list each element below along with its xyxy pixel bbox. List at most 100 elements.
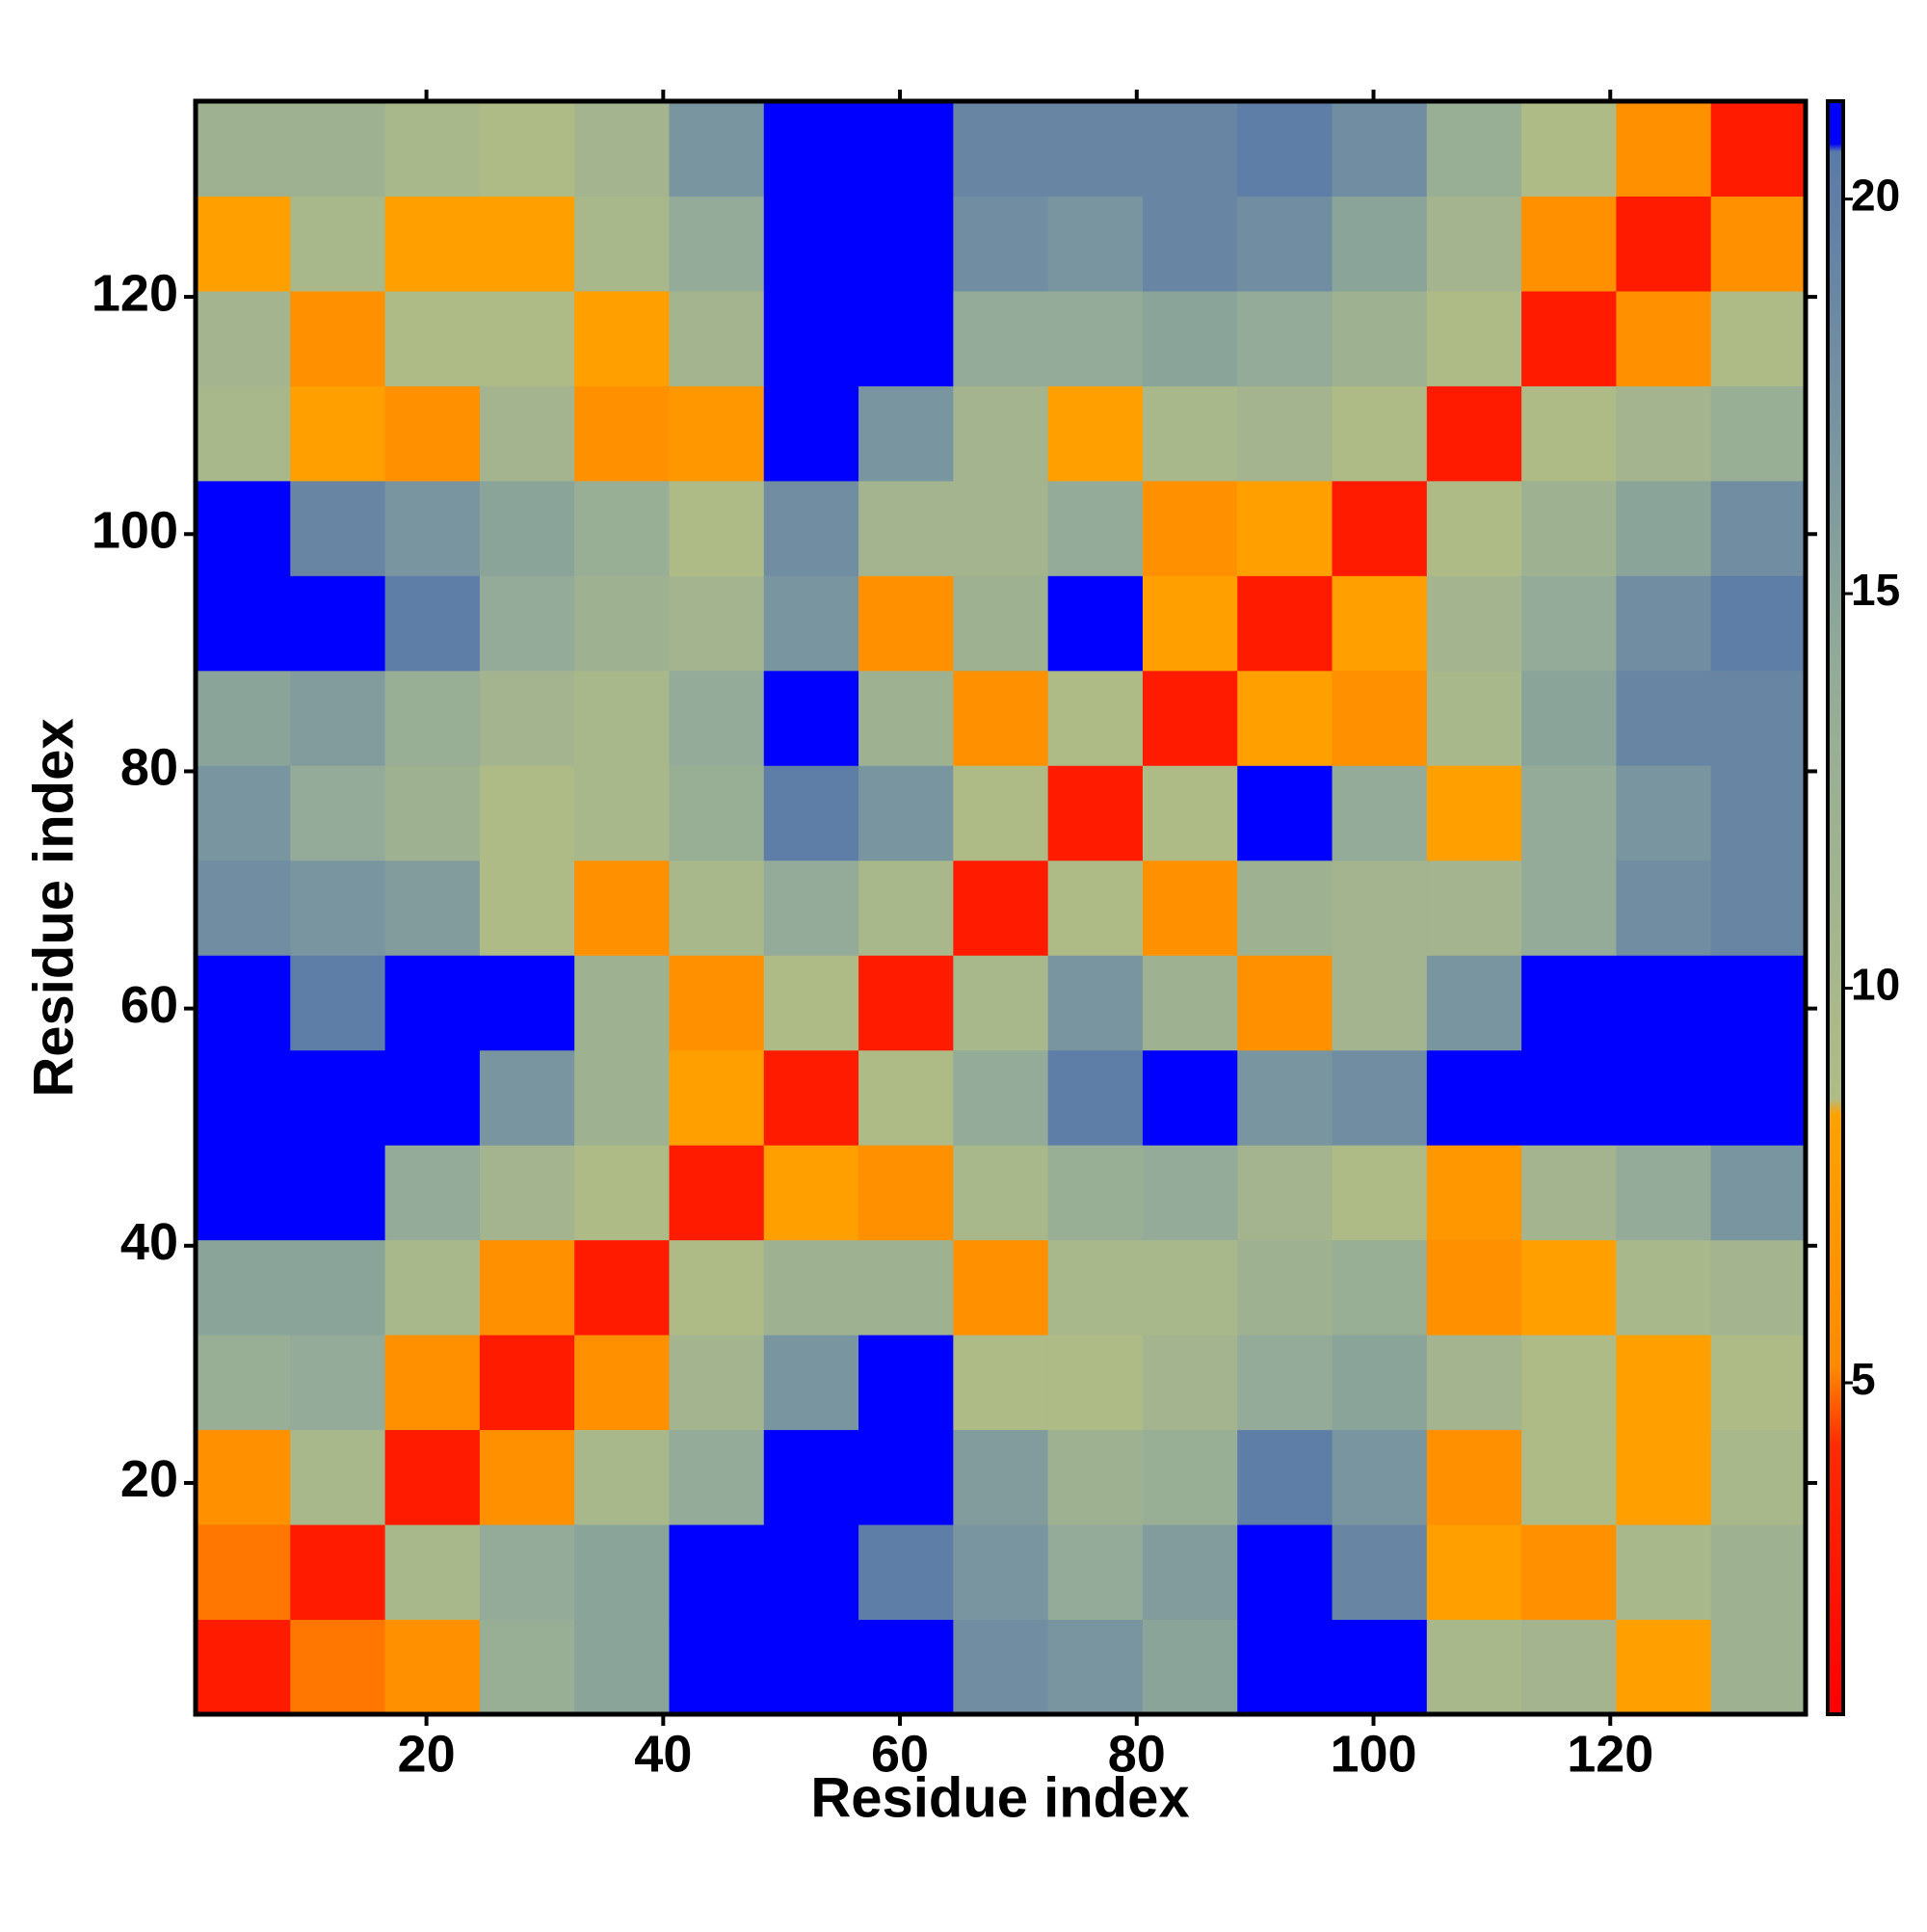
heatmap-cell: [1142, 1239, 1238, 1336]
heatmap-cell: [1426, 765, 1522, 861]
heatmap-cell: [196, 1429, 291, 1525]
heatmap-cell: [669, 101, 765, 197]
colorbar-tick-label: 10: [1851, 960, 1900, 1010]
heatmap-cell: [574, 1335, 670, 1431]
heatmap-cell: [1710, 1145, 1807, 1241]
heatmap-cell: [1142, 1145, 1238, 1241]
heatmap-cell: [1710, 1335, 1807, 1431]
heatmap-cell: [953, 1524, 1049, 1621]
heatmap-cell: [1237, 1239, 1333, 1336]
heatmap-cell: [763, 860, 859, 956]
heatmap-cell: [479, 1335, 575, 1431]
heatmap-cell: [479, 575, 575, 672]
heatmap-cell: [858, 101, 954, 197]
heatmap-cell: [763, 765, 859, 861]
heatmap-cell: [953, 101, 1049, 197]
heatmap-cell: [1616, 1239, 1712, 1336]
heatmap-cell: [1426, 385, 1522, 482]
y-tick-label: 20: [120, 1450, 178, 1508]
heatmap-cell: [1521, 1239, 1617, 1336]
heatmap-cell: [1616, 290, 1712, 386]
heatmap-cell: [384, 1429, 481, 1525]
heatmap-cell: [574, 575, 670, 672]
heatmap-cell: [384, 1239, 481, 1336]
heatmap-cell: [196, 196, 291, 292]
heatmap-cell: [1616, 1619, 1712, 1715]
heatmap-cell: [1237, 101, 1333, 197]
heatmap-cell: [1237, 575, 1333, 672]
heatmap-cell: [196, 1145, 291, 1241]
x-tick-label: 100: [1330, 1725, 1416, 1783]
heatmap-cell: [196, 385, 291, 482]
heatmap-cell: [290, 480, 386, 576]
heatmap-cell: [384, 955, 481, 1051]
heatmap-cell: [858, 955, 954, 1051]
colorbar-tick-label: 5: [1851, 1354, 1876, 1404]
heatmap-cell: [1332, 290, 1428, 386]
heatmap-cells: [196, 101, 1807, 1715]
heatmap-cell: [1047, 670, 1144, 766]
heatmap-cell: [1332, 1429, 1428, 1525]
heatmap-cell: [1426, 1619, 1522, 1715]
heatmap-cell: [290, 1145, 386, 1241]
heatmap-cell: [1426, 480, 1522, 576]
heatmap-cell: [290, 385, 386, 482]
y-tick-label: 40: [120, 1213, 178, 1271]
heatmap-cell: [763, 1524, 859, 1621]
heatmap-cell: [1616, 1049, 1712, 1146]
x-tick-label: 40: [634, 1725, 692, 1783]
heatmap-cell: [669, 860, 765, 956]
heatmap-cell: [669, 1335, 765, 1431]
heatmap-cell: [763, 1049, 859, 1146]
heatmap-cell: [1332, 196, 1428, 292]
y-tick-label: 80: [120, 739, 178, 797]
heatmap-cell: [1237, 1335, 1333, 1431]
heatmap-cell: [1616, 765, 1712, 861]
heatmap-cell: [858, 575, 954, 672]
heatmap-cell: [384, 860, 481, 956]
heatmap-cell: [953, 1049, 1049, 1146]
heatmap-cell: [479, 1049, 575, 1146]
heatmap-cell: [1426, 1335, 1522, 1431]
x-tick-label: 60: [871, 1725, 929, 1783]
heatmap-cell: [1332, 575, 1428, 672]
heatmap-cell: [479, 480, 575, 576]
heatmap-cell: [1047, 290, 1144, 386]
heatmap-cell: [1047, 480, 1144, 576]
heatmap-cell: [1521, 1335, 1617, 1431]
heatmap-cell: [384, 196, 481, 292]
heatmap-cell: [1521, 101, 1617, 197]
heatmap-cell: [1332, 955, 1428, 1051]
heatmap-cell: [1047, 1145, 1144, 1241]
heatmap-cell: [1426, 1239, 1522, 1336]
heatmap-cell: [1142, 480, 1238, 576]
heatmap-cell: [858, 385, 954, 482]
heatmap-cell: [1616, 955, 1712, 1051]
heatmap-cell: [1710, 385, 1807, 482]
heatmap-cell: [290, 1239, 386, 1336]
heatmap-cell: [1237, 955, 1333, 1051]
heatmap-cell: [1332, 1619, 1428, 1715]
heatmap-cell: [953, 1335, 1049, 1431]
x-tick-label: 20: [398, 1725, 456, 1783]
heatmap-cell: [1710, 480, 1807, 576]
heatmap-cell: [574, 480, 670, 576]
heatmap-cell: [574, 101, 670, 197]
heatmap-cell: [669, 1619, 765, 1715]
plot-frame: [193, 98, 1808, 1717]
heatmap-cell: [953, 290, 1049, 386]
heatmap-cell: [290, 1524, 386, 1621]
heatmap-cell: [384, 670, 481, 766]
heatmap-cell: [1142, 670, 1238, 766]
heatmap-cell: [953, 1145, 1049, 1241]
heatmap-cell: [763, 575, 859, 672]
heatmap-cell: [1142, 860, 1238, 956]
heatmap-cell: [858, 1049, 954, 1146]
heatmap-cell: [953, 1429, 1049, 1525]
heatmap-cell: [196, 480, 291, 576]
heatmap-cell: [290, 1335, 386, 1431]
x-axis-title: Residue index: [810, 1766, 1189, 1829]
heatmap-cell: [290, 765, 386, 861]
heatmap-cell: [858, 196, 954, 292]
heatmap-cell: [1047, 1524, 1144, 1621]
